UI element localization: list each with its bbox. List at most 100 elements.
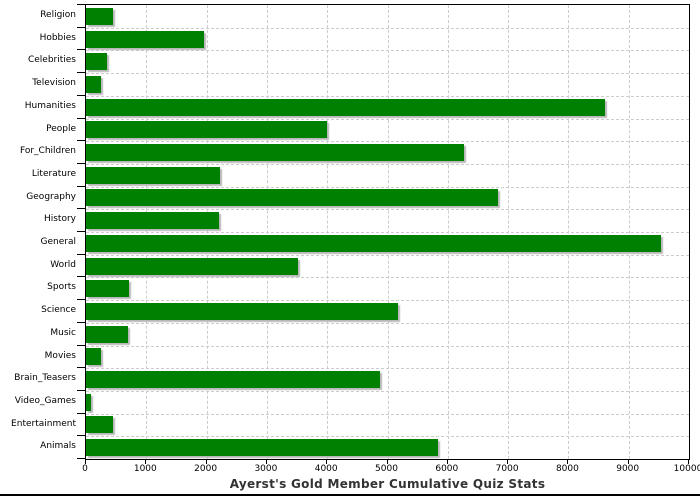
bar-people: [86, 121, 328, 139]
category-label: Movies: [44, 350, 76, 361]
horizontal-gridline: [86, 390, 689, 392]
category-axis-tick: [77, 412, 85, 414]
horizontal-gridline: [86, 73, 689, 75]
category-label: World: [50, 259, 76, 270]
value-axis-tick: [446, 460, 448, 464]
value-axis-tick: [627, 460, 629, 464]
category-axis-tick: [77, 276, 85, 278]
category-label: Video_Games: [14, 395, 76, 406]
category-label: For_Children: [19, 146, 76, 157]
category-label: Geography: [26, 191, 76, 202]
value-axis-tick: [205, 460, 207, 464]
horizontal-gridline: [86, 50, 689, 52]
value-axis-label: 7000: [495, 464, 519, 474]
bar-general: [86, 234, 662, 252]
value-axis-tick: [688, 460, 689, 464]
bar-literature: [86, 166, 220, 184]
horizontal-gridline: [86, 254, 689, 256]
bar-movies: [86, 348, 102, 366]
value-axis-label: 0: [82, 464, 88, 474]
category-axis: Religion Hobbies Celebrities Television Huma…: [0, 4, 76, 460]
category-axis-tick: [77, 367, 85, 369]
category-label: Humanities: [24, 100, 76, 111]
bar-for_children: [86, 144, 465, 162]
horizontal-gridline: [86, 277, 689, 279]
value-axis-tick: [85, 460, 86, 464]
category-label: People: [46, 123, 76, 134]
horizontal-gridline: [86, 118, 689, 120]
horizontal-gridline: [86, 232, 689, 233]
category-axis-tick: [77, 253, 85, 255]
bottom-divider: [0, 494, 700, 496]
category-axis-tick: [77, 208, 85, 210]
category-axis-tick: [77, 185, 85, 187]
value-axis-label: 10000: [673, 464, 700, 474]
horizontal-gridline: [86, 322, 689, 324]
value-axis-label: 9000: [616, 464, 640, 474]
category-axis-tick: [77, 26, 85, 28]
value-axis-label: 1000: [133, 464, 157, 474]
category-label: Religion: [40, 10, 76, 20]
bar-celebrities: [86, 53, 108, 71]
value-axis-label: 6000: [435, 464, 459, 474]
category-label: Animals: [40, 441, 76, 452]
bar-religion: [86, 7, 114, 25]
value-axis-label: 2000: [194, 464, 218, 474]
value-axis-label: 4000: [314, 464, 338, 474]
category-label: Brain_Teasers: [14, 373, 76, 384]
bar-video_games: [86, 393, 91, 411]
horizontal-gridline: [86, 436, 689, 438]
category-label: Music: [50, 327, 76, 338]
horizontal-gridline: [86, 95, 689, 97]
category-label: General: [40, 237, 76, 247]
value-axis-tick: [265, 460, 267, 464]
value-axis-tick: [507, 460, 509, 464]
horizontal-gridline: [86, 413, 689, 415]
bar-hobbies: [86, 30, 204, 48]
chart-title: Ayerst's Gold Member Cumulative Quiz Sta…: [229, 477, 546, 491]
plot-area: [85, 4, 690, 460]
horizontal-gridline: [86, 186, 689, 188]
category-axis-tick: [77, 4, 85, 5]
category-label: History: [43, 214, 76, 225]
category-axis-tick: [77, 94, 85, 96]
bar-entertainment: [86, 416, 114, 434]
value-axis-label: 8000: [555, 464, 579, 474]
bar-sports: [86, 280, 129, 298]
category-axis-tick: [77, 458, 85, 459]
category-axis-tick: [77, 389, 85, 391]
category-axis-tick: [77, 140, 85, 142]
category-label: Sports: [47, 282, 76, 293]
horizontal-gridline: [86, 300, 689, 302]
value-axis-label: 5000: [375, 464, 398, 474]
category-axis-tick: [77, 117, 85, 119]
category-label: Entertainment: [11, 418, 76, 429]
category-axis-tick: [77, 435, 85, 437]
horizontal-gridline: [86, 27, 689, 29]
bar-geography: [86, 189, 498, 207]
horizontal-gridline: [86, 163, 689, 165]
category-label: Television: [32, 78, 76, 89]
bar-brain_teasers: [86, 371, 380, 389]
category-label: Literature: [31, 168, 76, 179]
horizontal-gridline: [86, 368, 689, 370]
value-axis-label: 3000: [254, 464, 278, 474]
bar-humanities: [86, 98, 605, 116]
value-axis-tick: [386, 460, 388, 464]
bar-history: [86, 212, 219, 230]
category-axis-tick: [77, 72, 85, 74]
category-axis-tick: [77, 231, 85, 232]
value-axis-tick: [145, 460, 147, 464]
value-axis-tick: [567, 460, 569, 464]
category-axis-tick: [77, 49, 85, 51]
category-axis-tick: [77, 299, 85, 301]
horizontal-gridline: [86, 209, 689, 211]
bar-animals: [86, 439, 439, 457]
category-axis-tick: [77, 162, 85, 164]
category-label: Science: [41, 305, 76, 316]
category-axis-tick: [77, 344, 85, 346]
bar-world: [86, 257, 299, 275]
category-label: Celebrities: [27, 55, 76, 66]
category-label: Hobbies: [39, 32, 76, 43]
